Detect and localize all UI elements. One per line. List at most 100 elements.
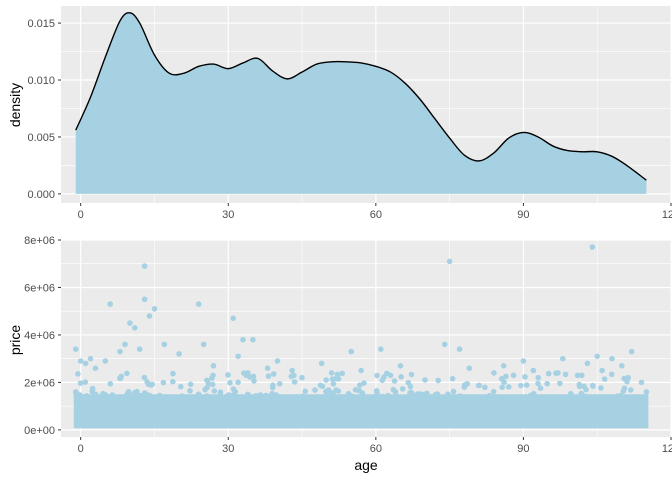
scatter-point <box>81 396 87 402</box>
scatter-point <box>105 394 111 400</box>
scatter-point <box>557 380 563 387</box>
scatter-point <box>179 393 185 399</box>
scatter-point <box>102 358 109 364</box>
scatter-point <box>369 394 376 400</box>
scatter-point <box>304 394 310 401</box>
scatter-point <box>445 391 451 398</box>
scatter-point <box>269 394 276 400</box>
scatter-point <box>334 371 341 378</box>
scatter-point <box>151 306 158 312</box>
scatter-point <box>136 346 143 353</box>
scatter-point <box>475 396 481 402</box>
scatter-point <box>441 341 448 348</box>
scatter-point <box>117 375 123 382</box>
y-tick-label: 0e+00 <box>24 425 55 437</box>
scatter-point <box>461 382 468 388</box>
scatter-point <box>107 301 113 307</box>
scatter-point <box>374 372 380 379</box>
scatter-point <box>142 392 149 399</box>
scatter-point <box>558 396 565 402</box>
scatter-point <box>625 374 631 381</box>
x-tick-label: 60 <box>370 443 382 455</box>
scatter-point <box>325 387 332 393</box>
scatter-point <box>335 376 342 382</box>
scatter-point <box>77 358 84 364</box>
scatter-point <box>579 392 586 399</box>
scatter-point <box>615 396 621 402</box>
y-tick-label: 2e+06 <box>24 377 55 389</box>
scatter-point <box>589 382 596 389</box>
scatter-point <box>274 358 281 364</box>
scatter-point <box>210 363 217 369</box>
scatter-point <box>544 380 550 387</box>
scatter-point <box>421 395 428 402</box>
scatter-point <box>589 244 596 250</box>
scatter-point <box>210 372 216 379</box>
y-tick-label: 4e+06 <box>24 330 55 342</box>
scatter-point <box>599 367 605 374</box>
scatter-point <box>329 376 336 382</box>
scatter-y-axis-title: price <box>7 325 23 356</box>
scatter-point <box>264 365 271 372</box>
x-tick-label: 0 <box>78 443 84 455</box>
scatter-point <box>230 392 237 398</box>
scatter-point <box>356 382 363 389</box>
scatter-point <box>449 375 456 382</box>
scatter-point <box>323 391 330 398</box>
scatter-point <box>82 379 89 385</box>
scatter-point <box>89 386 96 393</box>
scatter-point <box>579 372 585 379</box>
scatter-point <box>498 376 505 382</box>
scatter-point <box>73 346 79 353</box>
scatter-point <box>250 373 257 380</box>
scatter-point <box>390 386 397 393</box>
scatter-point <box>148 382 154 388</box>
scatter-point <box>132 325 138 331</box>
scatter-point <box>245 370 251 376</box>
scatter-point <box>524 395 530 402</box>
scatter-point <box>576 383 583 390</box>
scatter-point <box>187 388 193 394</box>
scatter-point <box>270 382 276 389</box>
scatter-point <box>435 377 442 384</box>
scatter-point <box>574 372 581 379</box>
scatter-point <box>457 393 464 399</box>
scatter-point <box>330 381 337 387</box>
scatter-point <box>348 393 355 399</box>
scatter-point <box>604 394 610 401</box>
scatter-point <box>335 388 342 394</box>
scatter-point <box>170 378 176 385</box>
scatter-point <box>87 355 94 362</box>
scatter-point <box>389 396 396 402</box>
scatter-point <box>235 379 241 386</box>
scatter-point <box>291 379 298 385</box>
y-tick-label: 0.015 <box>27 18 55 30</box>
scatter-point <box>391 378 398 384</box>
scatter-point <box>119 395 126 402</box>
scatter-point <box>225 392 232 398</box>
scatter-point <box>500 363 507 369</box>
scatter-point <box>428 394 434 400</box>
scatter-point <box>170 370 176 377</box>
scatter-point <box>323 377 330 383</box>
scatter-point <box>482 384 488 391</box>
scatter-point <box>598 385 604 391</box>
scatter-point <box>82 360 89 367</box>
y-tick-label: 6e+06 <box>24 282 55 294</box>
x-tick-label: 0 <box>78 209 84 221</box>
scatter-point <box>562 371 569 378</box>
scatter-point <box>628 348 635 355</box>
scatter-point <box>302 388 309 395</box>
scatter-point <box>245 391 251 398</box>
scatter-point <box>317 382 324 389</box>
scatter-point <box>361 380 367 386</box>
scatter-panel: 0 30 60 90 120 0e+00 2e+06 4e+06 6e+06 8e+06 pri… <box>7 235 672 473</box>
scatter-point <box>356 387 363 394</box>
scatter-point <box>397 363 404 369</box>
y-tick-label: 0.010 <box>27 75 55 87</box>
scatter-point <box>141 296 148 303</box>
scatter-point <box>214 394 220 400</box>
scatter-point <box>168 396 174 402</box>
scatter-point <box>408 389 414 396</box>
scatter-point <box>127 320 133 326</box>
